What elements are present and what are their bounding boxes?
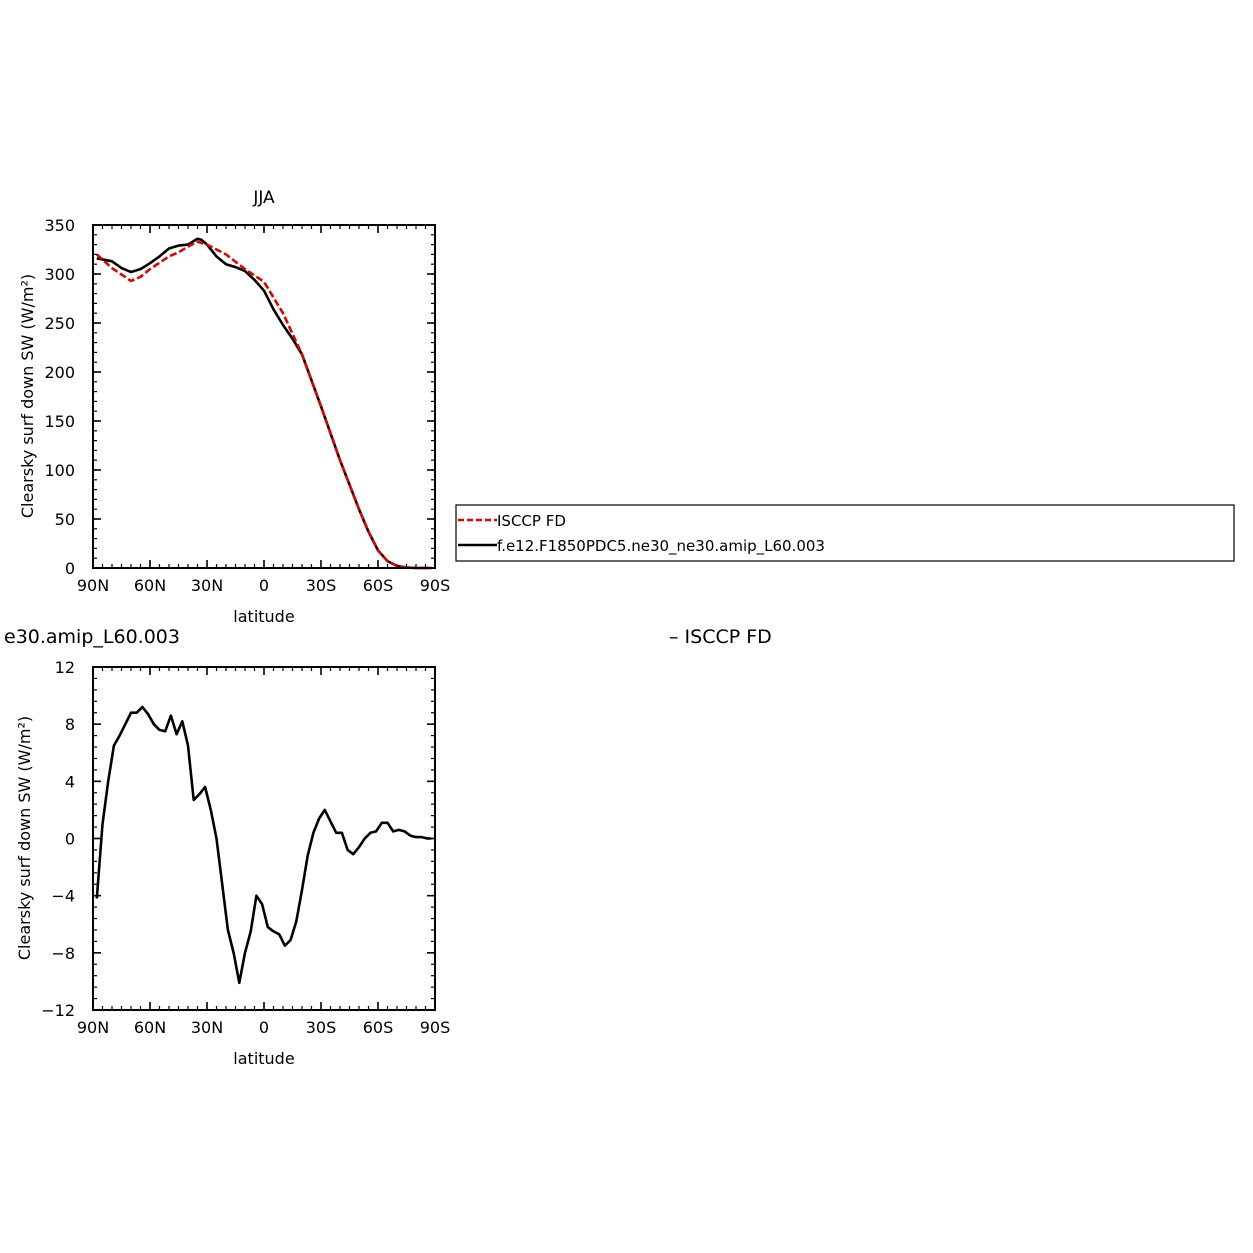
legend: ISCCP FD f.e12.F1850PDC5.ne30_ne30.amip_…	[455, 504, 1235, 562]
top-x-tick-label: 60N	[134, 576, 166, 595]
top-plot-frame	[92, 224, 436, 569]
top-panel-title: JJA	[252, 188, 275, 208]
top-x-axis-label: latitude	[233, 607, 294, 626]
bottom-y-tick-label: −4	[51, 887, 75, 906]
bottom-panel-right-title: – ISCCP FD	[669, 626, 772, 648]
top-x-tick-label: 90N	[77, 576, 109, 595]
legend-box	[455, 504, 1235, 562]
bottom-y-tick-label: −8	[51, 944, 75, 963]
top-x-tick-label: 90S	[420, 576, 451, 595]
top-plot-area: 90N 60N 30N 0 30S 60S 90S 0 50 100 150 200 250 300 350	[44, 216, 450, 595]
top-series-line-0	[95, 240, 432, 570]
bottom-x-tick-label: 90N	[77, 1018, 109, 1037]
top-x-tick-label: 30S	[306, 576, 337, 595]
bottom-x-tick-label: 90S	[420, 1018, 451, 1037]
top-y-tick-label: 50	[55, 510, 75, 529]
top-panel: JJA 90N 60N 30N 0 30S 60S 90S 0 50 100 150 200 250 30…	[18, 188, 450, 626]
bottom-x-tick-label: 60S	[363, 1018, 394, 1037]
bottom-x-tick-label: 0	[259, 1018, 269, 1037]
bottom-x-tick-label: 30N	[191, 1018, 223, 1037]
top-y-tick-label: 150	[44, 412, 75, 431]
legend-label-model: f.e12.F1850PDC5.ne30_ne30.amip_L60.003	[497, 537, 825, 556]
top-x-tick-label: 30N	[191, 576, 223, 595]
top-y-tick-label: 200	[44, 363, 75, 382]
bottom-y-tick-label: 8	[65, 715, 75, 734]
bottom-series-line-0	[95, 705, 432, 985]
top-x-tick-label: 60S	[363, 576, 394, 595]
top-y-tick-label: 250	[44, 314, 75, 333]
top-y-tick-label: 300	[44, 265, 75, 284]
bottom-x-axis-label: latitude	[233, 1049, 294, 1068]
top-series-line-1	[96, 237, 432, 570]
top-y-tick-label: 100	[44, 461, 75, 480]
top-x-tick-label: 0	[259, 576, 269, 595]
bottom-y-tick-label: 12	[55, 658, 75, 677]
bottom-y-tick-label: −12	[41, 1001, 75, 1020]
bottom-y-axis-label: Clearsky surf down SW (W/m²)	[15, 716, 34, 960]
bottom-panel-title: e30.amip_L60.003	[4, 626, 180, 648]
top-y-axis-label: Clearsky surf down SW (W/m²)	[18, 274, 37, 518]
bottom-plot-area: 90N 60N 30N 0 30S 60S 90S −12 −8 −4 0 4 8 12	[41, 658, 450, 1037]
bottom-y-tick-label: 4	[65, 772, 75, 791]
bottom-x-tick-label: 60N	[134, 1018, 166, 1037]
bottom-plot-frame	[92, 666, 436, 1011]
bottom-y-tick-label: 0	[65, 830, 75, 849]
top-y-tick-label: 0	[65, 559, 75, 578]
bottom-panel: e30.amip_L60.003 – ISCCP FD 90N 60N 30N 0 30…	[4, 626, 772, 1068]
legend-label-isccp: ISCCP FD	[497, 512, 566, 530]
bottom-x-tick-label: 30S	[306, 1018, 337, 1037]
top-y-tick-label: 350	[44, 216, 75, 235]
